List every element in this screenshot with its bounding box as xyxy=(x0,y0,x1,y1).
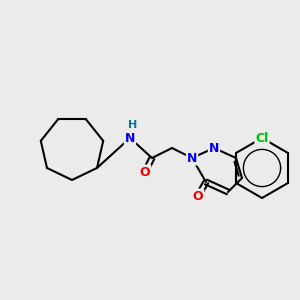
Text: N: N xyxy=(125,131,135,145)
Text: H: H xyxy=(128,120,138,130)
Text: N: N xyxy=(209,142,219,154)
Text: O: O xyxy=(140,166,150,178)
Text: O: O xyxy=(193,190,203,202)
Text: Cl: Cl xyxy=(255,131,268,145)
Text: N: N xyxy=(187,152,197,164)
